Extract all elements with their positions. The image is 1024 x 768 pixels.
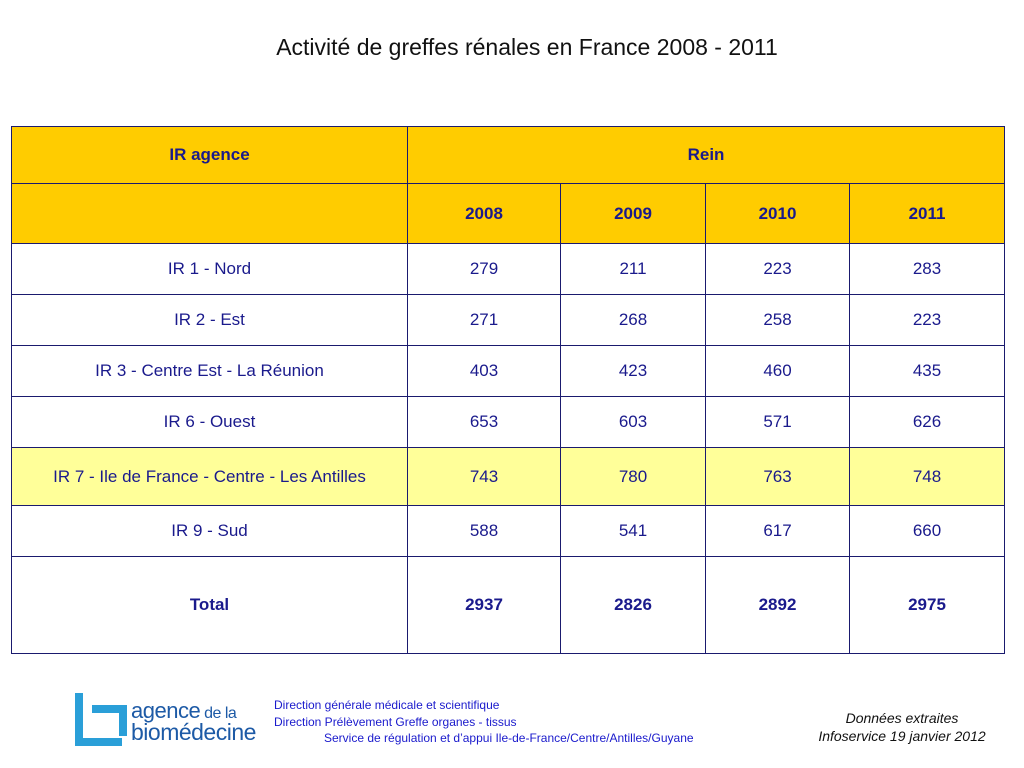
row-label: IR 2 - Est	[11, 294, 408, 346]
value-cell: 423	[560, 345, 706, 397]
table-row-highlighted: IR 7 - Ile de France - Centre - Les Anti…	[11, 447, 1006, 506]
value-cell: 660	[848, 505, 1006, 557]
value-cell: 223	[705, 243, 850, 295]
source-line: Infoservice 19 janvier 2012	[818, 728, 986, 744]
value-cell: 653	[407, 396, 561, 448]
table-row: IR 3 - Centre Est - La Réunion 403 423 4…	[11, 345, 1006, 397]
total-row: Total 2937 2826 2892 2975	[11, 556, 1006, 654]
logo-word-de-la: de la	[200, 705, 237, 722]
value-cell: 541	[560, 505, 706, 557]
footer-directions: Direction générale médicale et scientifi…	[274, 697, 694, 747]
value-cell: 283	[848, 243, 1006, 295]
footer-line: Direction générale médicale et scientifi…	[274, 698, 500, 712]
total-value: 2975	[848, 556, 1006, 654]
value-cell: 271	[407, 294, 561, 346]
table-row: IR 9 - Sud 588 541 617 660	[11, 505, 1006, 557]
table-row: IR 2 - Est 271 268 258 223	[11, 294, 1006, 346]
page-title: Activité de greffes rénales en France 20…	[276, 34, 778, 60]
year-header: 2009	[560, 183, 706, 244]
data-source-note: Données extraites Infoservice 19 janvier…	[792, 709, 1012, 745]
row-label: IR 6 - Ouest	[11, 396, 408, 448]
header-row-years: 2008 2009 2010 2011	[11, 183, 1006, 244]
value-cell: 279	[407, 243, 561, 295]
logo-word-agence: agence	[131, 698, 201, 723]
agence-biomedecine-logo-icon	[75, 693, 127, 746]
value-cell: 763	[705, 447, 850, 506]
column-header-rein: Rein	[406, 126, 1006, 184]
header-blank-cell	[11, 183, 408, 244]
year-header: 2011	[848, 183, 1006, 244]
year-header: 2008	[407, 183, 561, 244]
column-header-agence: IR agence	[11, 126, 408, 184]
row-label: IR 7 - Ile de France - Centre - Les Anti…	[11, 447, 408, 506]
total-label: Total	[11, 556, 408, 654]
value-cell: 748	[848, 447, 1006, 506]
value-cell: 460	[705, 345, 850, 397]
row-label: IR 3 - Centre Est - La Réunion	[11, 345, 408, 397]
value-cell: 571	[705, 396, 850, 448]
table-row: IR 1 - Nord 279 211 223 283	[11, 243, 1006, 295]
header-row-group: IR agence Rein	[11, 126, 1006, 184]
transplant-table: IR agence Rein 2008 2009 2010 2011 IR 1 …	[11, 126, 1006, 654]
value-cell: 617	[705, 505, 850, 557]
total-value: 2892	[705, 556, 850, 654]
value-cell: 403	[407, 345, 561, 397]
footer-line: Service de régulation et d’appui Ile-de-…	[324, 731, 694, 745]
row-label: IR 1 - Nord	[11, 243, 408, 295]
logo-text-agence: agence de la	[131, 698, 237, 724]
value-cell: 626	[848, 396, 1006, 448]
value-cell: 268	[560, 294, 706, 346]
total-value: 2826	[560, 556, 706, 654]
table-row: IR 6 - Ouest 653 603 571 626	[11, 396, 1006, 448]
value-cell: 258	[705, 294, 850, 346]
value-cell: 223	[848, 294, 1006, 346]
row-label: IR 9 - Sud	[11, 505, 408, 557]
value-cell: 743	[407, 447, 561, 506]
value-cell: 603	[560, 396, 706, 448]
year-header: 2010	[705, 183, 850, 244]
value-cell: 211	[560, 243, 706, 295]
logo-text-biomedecine: biomédecine	[131, 719, 256, 745]
value-cell: 435	[848, 345, 1006, 397]
value-cell: 588	[407, 505, 561, 557]
footer-line: Direction Prélèvement Greffe organes - t…	[274, 714, 517, 729]
source-line: Données extraites	[845, 710, 959, 726]
total-value: 2937	[407, 556, 561, 654]
value-cell: 780	[560, 447, 706, 506]
